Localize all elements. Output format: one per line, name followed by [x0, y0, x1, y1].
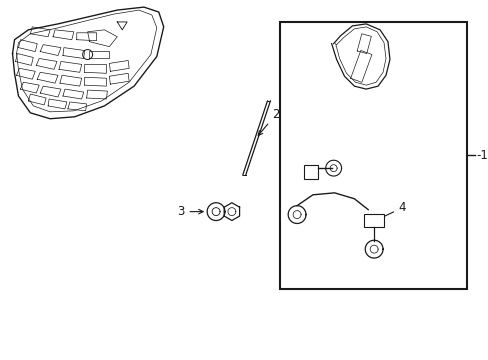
Bar: [280, 22, 466, 289]
Bar: [304, 165, 317, 179]
Text: 3: 3: [177, 205, 203, 218]
Text: -1: -1: [475, 149, 487, 162]
Text: 2: 2: [258, 108, 279, 135]
Text: 4: 4: [372, 201, 406, 222]
Bar: [364, 213, 383, 228]
